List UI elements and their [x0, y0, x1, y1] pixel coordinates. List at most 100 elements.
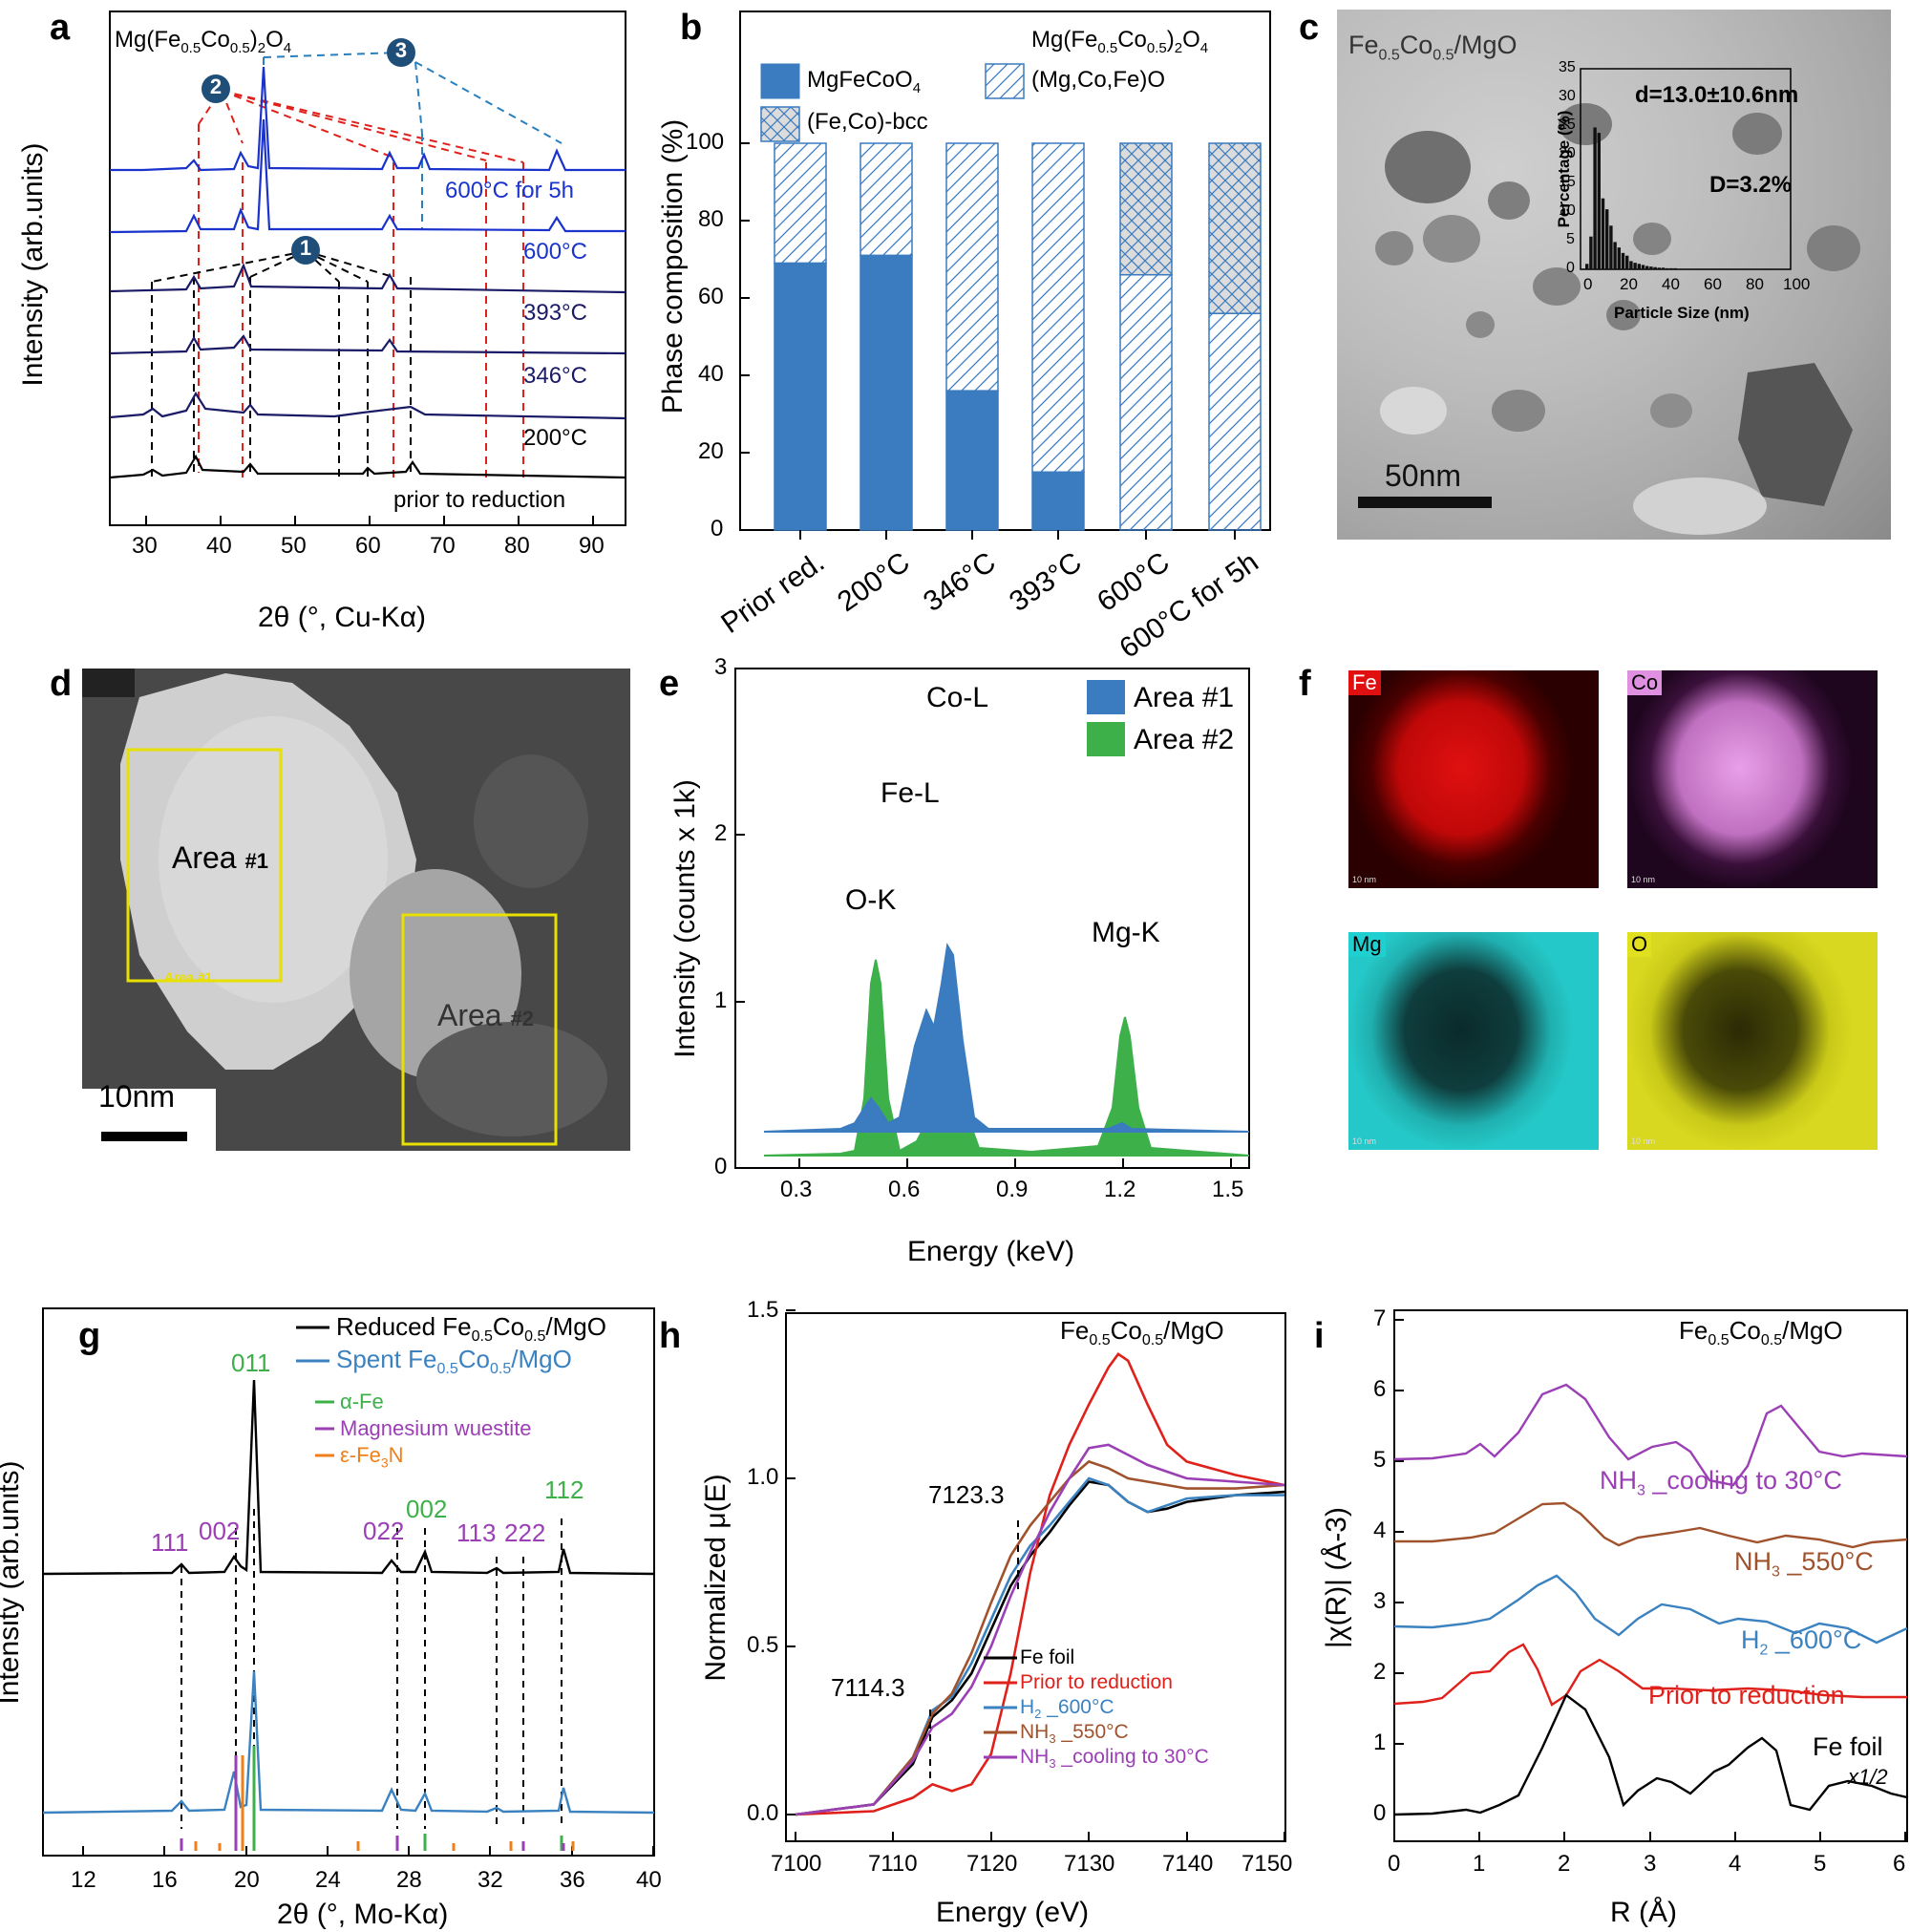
panel-b-title: Mg(Fe0.5Co0.5)2O4 [1031, 27, 1209, 56]
bar-segment-600c-2 [1119, 142, 1173, 276]
y-axis-label: Intensity (arb.units) [17, 142, 49, 387]
x-tick: 24 [315, 1867, 341, 1893]
trace-346C [109, 334, 626, 355]
hkl-112: 112 [544, 1476, 584, 1504]
label-nh3-550: NH3 _550°C [1734, 1547, 1874, 1581]
legend-label-h2: H2 _600°C [1020, 1696, 1114, 1722]
x-tick: 5 [1814, 1851, 1827, 1877]
plot-frame [42, 1307, 655, 1857]
legend-label-wuestite: Magnesium wuestite [340, 1416, 532, 1440]
panel-g: g [0, 1289, 662, 1932]
x-axis-label: R (Å) [1610, 1897, 1677, 1928]
y-tick: 5 [1373, 1447, 1387, 1473]
area1-label: Area #1 [172, 840, 268, 876]
histogram-bar [1657, 267, 1661, 269]
xrd-traces [109, 66, 626, 479]
legend-swatch-area2 [1087, 722, 1125, 756]
y-axis-label: Intensity (counts x 1k) [669, 779, 701, 1058]
xrd-mo-chart [42, 1307, 655, 1857]
y-tick: 4 [1373, 1518, 1387, 1543]
x-ticks [145, 516, 594, 525]
inset-xlabel: Particle Size (nm) [1614, 304, 1750, 322]
x-axis-label: Energy (eV) [936, 1897, 1090, 1928]
bar-segment-393c-0 [1031, 471, 1085, 531]
x-tick: 1.2 [1104, 1177, 1136, 1202]
peak-label-mgk: Mg-K [1092, 917, 1160, 948]
x-axis-label: 2θ (°, Mo-Kα) [277, 1899, 449, 1930]
label-prior: Prior to reduction [1648, 1681, 1845, 1709]
x-tick: 16 [152, 1867, 178, 1893]
tem-particles [1375, 103, 1860, 535]
label-nh3-cooling: NH3 _cooling to 30°C [1600, 1466, 1842, 1499]
y-axis-label: Intensity (arb.units) [0, 1460, 25, 1705]
panel-label-f: f [1299, 664, 1311, 704]
y-ticks [735, 668, 745, 1169]
trace-h2-600 [1393, 1574, 1908, 1645]
histogram-bar [1669, 267, 1673, 269]
xanes-chart [785, 1309, 1286, 1842]
panel-b: b Mg(Fe0.5Co0.5)2O4 MgFeCoO4 (Mg,Co,Fe)O… [630, 0, 1280, 665]
histogram-bar [1653, 266, 1657, 269]
stacked-bars [774, 142, 1262, 540]
bar-segment-393c-1 [1031, 142, 1085, 473]
y-tick: 0.5 [747, 1632, 779, 1658]
trace-fefoil [1393, 1693, 1908, 1816]
x-tick: 2 [1558, 1851, 1571, 1877]
trace-reduced [42, 1379, 655, 1576]
y-tick: 30 [1559, 88, 1576, 104]
map-scale-o: 10 nm [1631, 1136, 1656, 1146]
y-tick: 7 [1373, 1306, 1387, 1331]
bar-segment-346c-1 [945, 142, 999, 392]
x-tick: 70 [430, 533, 456, 559]
trace-label-200C: 200°C [523, 425, 587, 451]
phase-composition-chart [739, 11, 1271, 540]
legend-lines [984, 1656, 1017, 1759]
legend-label-bcc: (Fe,Co)-bcc [807, 109, 928, 135]
xanes-line-1 [795, 1352, 1285, 1816]
hkl-113: 113 [456, 1518, 497, 1547]
y-tick: 20 [1559, 145, 1576, 161]
x-tick: 1.5 [1212, 1177, 1244, 1202]
histogram-bar [1629, 261, 1633, 269]
x-tick: 0.3 [780, 1177, 813, 1202]
hkl-002-fe: 002 [406, 1495, 448, 1523]
hkl-222: 222 [504, 1518, 546, 1547]
histogram-bar [1601, 198, 1605, 269]
x-tick: 50 [281, 533, 307, 559]
x-tick: 20 [234, 1867, 260, 1893]
x-tick: 0.6 [888, 1177, 921, 1202]
eds-map-fe: Fe 10 nm [1348, 670, 1599, 888]
panel-label-c: c [1299, 8, 1320, 48]
particle-size-histogram [1580, 68, 1792, 270]
xanes-line-3 [795, 1459, 1285, 1816]
y-tick: 6 [1373, 1376, 1387, 1402]
label-fefoil: Fe foil [1813, 1732, 1883, 1761]
legend-label-fe3n: ε-Fe3N [340, 1443, 404, 1471]
histogram-bar [1633, 263, 1637, 269]
peak-label-fel: Fe-L [881, 777, 940, 809]
x-tick: 12 [71, 1867, 96, 1893]
x-tick: 7100 [771, 1851, 822, 1877]
y-tick: 0.0 [747, 1800, 779, 1826]
panel-label-b: b [680, 8, 703, 48]
scalebar-label: 50nm [1385, 458, 1462, 493]
area2-num: #2 [510, 1007, 534, 1030]
histogram-bar [1649, 266, 1653, 269]
legend-label-spent: Spent Fe0.5Co0.5/MgO [336, 1345, 572, 1378]
legend-label-reduced: Reduced Fe0.5Co0.5/MgO [336, 1312, 606, 1346]
x-tick: 7130 [1064, 1851, 1115, 1877]
marker-1-label: 1 [299, 236, 312, 260]
y-tick: 0 [1373, 1800, 1387, 1826]
y-axis-label: |χ(R)| (Å-3) [1321, 1507, 1352, 1648]
hkl-011: 011 [231, 1348, 271, 1377]
y-tick: 100 [686, 129, 725, 155]
histogram-bar [1661, 267, 1666, 269]
tem-image [1337, 10, 1891, 540]
histogram-bar [1641, 265, 1645, 269]
trace-600C-5h [110, 66, 626, 172]
trace-label-393C: 393°C [523, 300, 587, 326]
y-tick: 0 [714, 1154, 728, 1179]
x-tick: 60 [355, 533, 381, 559]
panel-h-title: Fe0.5Co0.5/MgO [1060, 1316, 1224, 1349]
histogram-bar [1609, 225, 1613, 269]
